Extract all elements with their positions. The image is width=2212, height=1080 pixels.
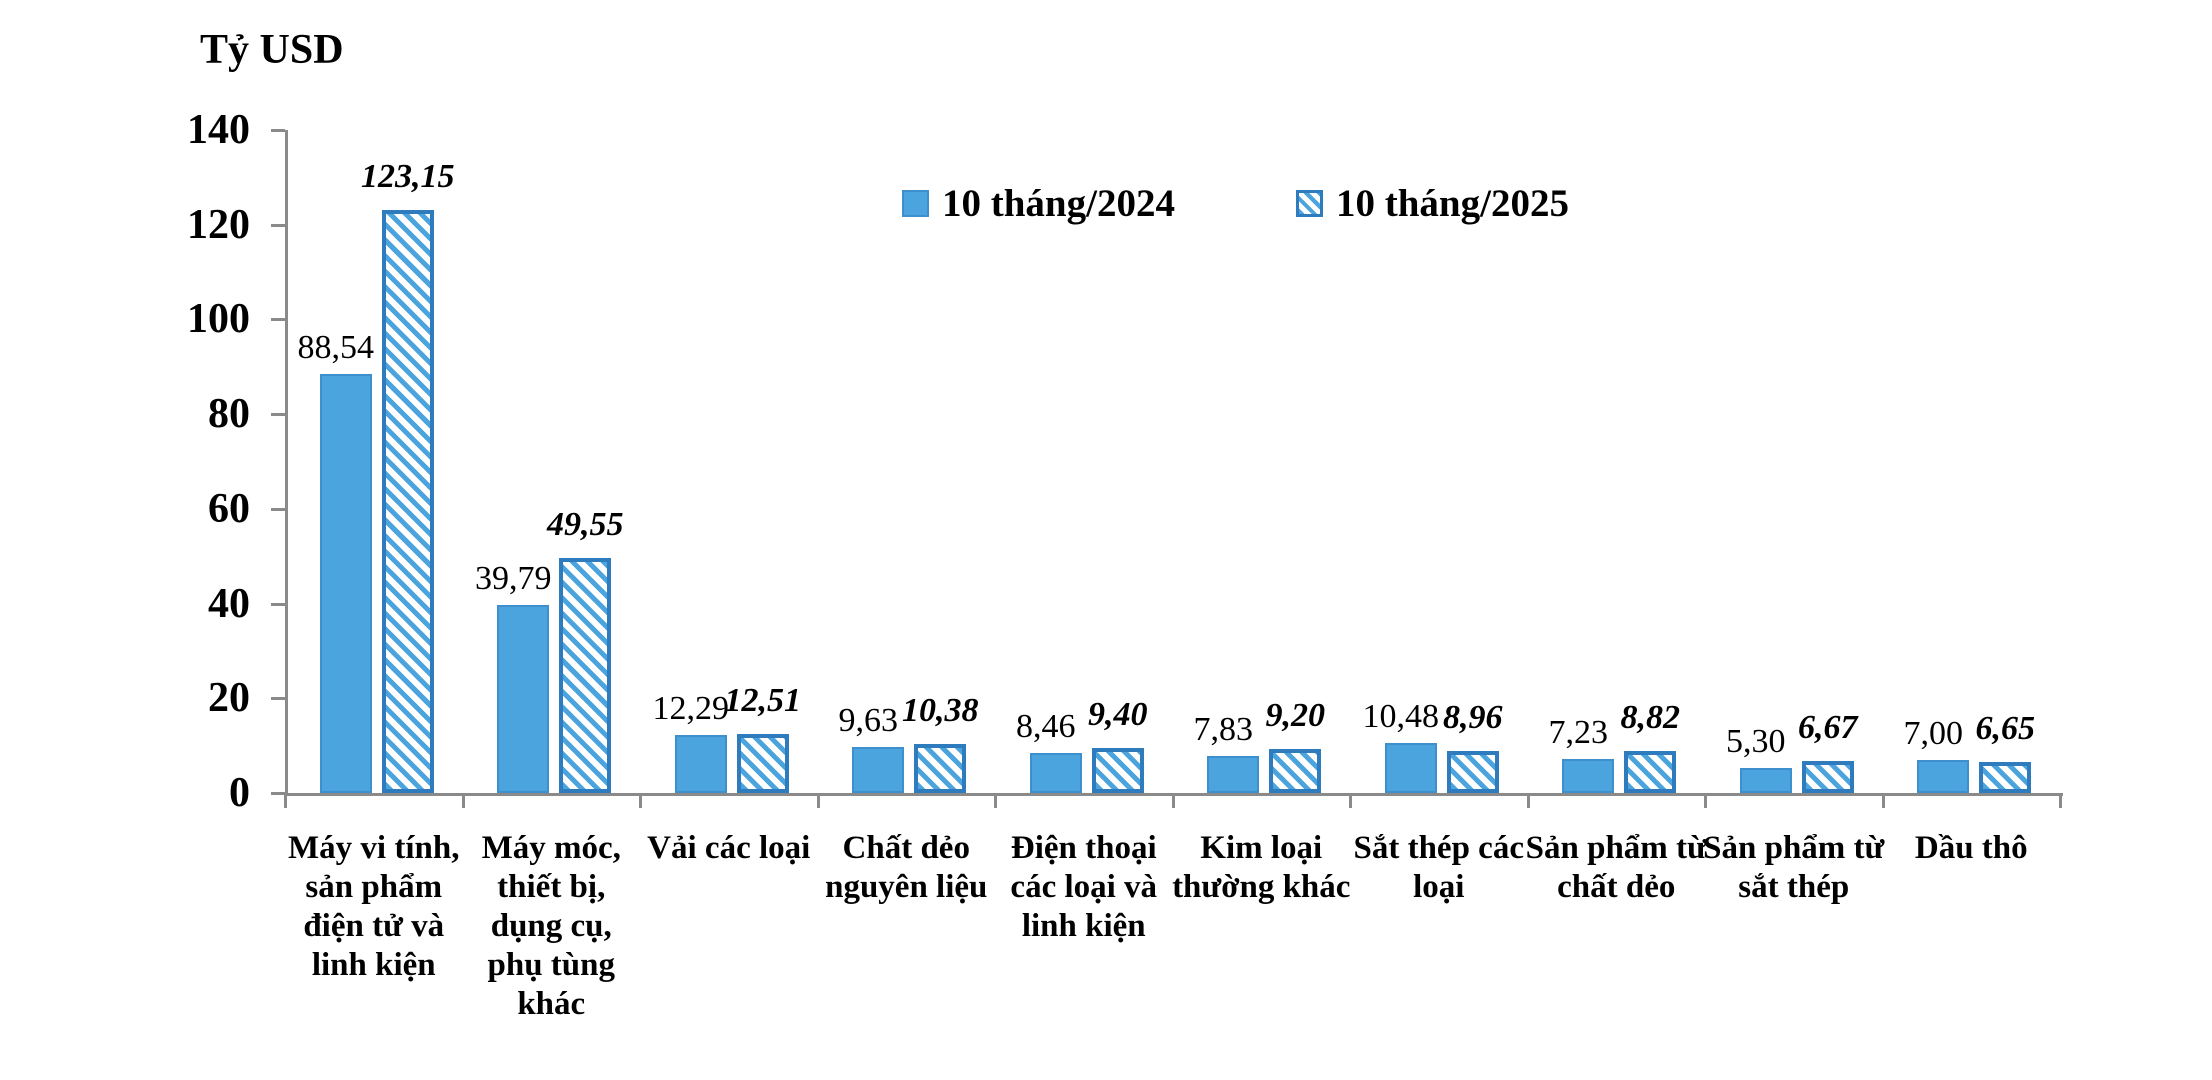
bar-2025 [559, 558, 612, 793]
y-tick-label: 120 [187, 201, 250, 248]
y-tick-label: 100 [187, 296, 250, 343]
legend-label-2025: 10 tháng/2025 [1336, 182, 1569, 225]
value-label-2025: 9,40 [1088, 696, 1148, 734]
category-label: Sản phẩm từ sắt thép [1703, 830, 1885, 905]
category-label: Điện thoại các loại và linh kiện [1010, 830, 1158, 944]
bar-2024 [1739, 767, 1792, 793]
y-tick-label: 80 [208, 391, 250, 438]
y-tick [271, 318, 285, 322]
bar-2024 [852, 747, 905, 793]
bar-2024 [1384, 743, 1437, 793]
bar-2024 [1562, 758, 1615, 793]
bar-2025 [1091, 748, 1144, 793]
legend-item-2024: 10 tháng/2024 [902, 184, 1175, 223]
y-tick [271, 223, 285, 227]
x-tick [461, 793, 465, 808]
category-label: Dầu thô [1914, 830, 2028, 866]
y-tick [271, 413, 285, 417]
bar-2025 [914, 743, 967, 793]
bar-2025 [1979, 761, 2032, 793]
value-label-2024: 5,30 [1726, 722, 1786, 760]
x-tick [994, 793, 997, 808]
x-tick [284, 793, 287, 808]
bar-2025 [1269, 749, 1322, 793]
bar-2025 [1624, 751, 1677, 793]
y-tick [271, 507, 285, 511]
y-tick [271, 697, 285, 701]
bar-2024 [1207, 755, 1260, 793]
x-tick [1349, 793, 1352, 808]
x-tick [816, 793, 820, 808]
bar-2024 [497, 604, 550, 793]
value-label-2025: 9,20 [1265, 697, 1326, 735]
value-label-2024: 10,48 [1362, 698, 1440, 736]
y-tick-label: 20 [208, 675, 250, 722]
x-tick [639, 793, 642, 808]
value-label-2024: 9,63 [838, 702, 899, 740]
plot-area: 88,54 123,15 39,79 49,55 12,29 12,51 9,63 10,38… [285, 130, 2063, 796]
value-label-2025: 6,65 [1975, 709, 2036, 747]
value-label-2025: 49,55 [547, 506, 624, 544]
category-label: Máy móc, thiết bị, dụng cụ, phụ tùng khá… [481, 830, 621, 1022]
x-tick [1171, 793, 1175, 808]
value-label-2024: 39,79 [475, 559, 552, 597]
value-label-2025: 123,15 [361, 157, 455, 195]
value-label-2025: 6,67 [1798, 709, 1858, 747]
category-label: Sắt thép các loại [1353, 830, 1524, 905]
value-label-2024: 7,83 [1193, 710, 1254, 748]
y-axis-unit-label: Tỷ USD [200, 27, 344, 73]
y-tick-label: 0 [229, 770, 250, 816]
y-tick-label: 40 [208, 580, 250, 627]
value-label-2024: 7,23 [1548, 713, 1609, 751]
category-label: Chất dẻo nguyên liệu [825, 830, 988, 905]
category-label: Máy vi tính, sản phẩm điện tử và linh ki… [288, 830, 460, 983]
bar-2024 [1029, 752, 1082, 793]
y-tick [271, 792, 285, 795]
bar-2024 [319, 373, 372, 793]
x-tick [1526, 793, 1530, 808]
category-label: Sản phẩm từ chất dẻo [1525, 830, 1707, 905]
value-label-2025: 12,51 [724, 681, 802, 719]
bar-2025 [1801, 761, 1854, 793]
category-label: Kim loại thường khác [1172, 830, 1351, 905]
y-tick-label: 140 [187, 107, 250, 153]
bar-2025 [381, 209, 434, 793]
value-label-2024: 7,00 [1903, 714, 1964, 752]
value-label-2025: 10,38 [902, 691, 979, 729]
y-tick [271, 129, 285, 132]
value-label-2024: 8,46 [1016, 707, 1076, 745]
legend-swatch-2025-hatched [1296, 190, 1323, 217]
legend-swatch-2024-solid [902, 190, 929, 217]
category-label: Vải các loại [647, 830, 811, 866]
value-label-2024: 12,29 [652, 689, 730, 727]
legend-item-2025: 10 tháng/2025 [1296, 184, 1569, 223]
x-tick [1704, 793, 1707, 808]
value-label-2024: 88,54 [297, 328, 375, 366]
y-tick [271, 602, 285, 606]
x-tick [2059, 793, 2062, 808]
legend-label-2024: 10 tháng/2024 [942, 182, 1175, 225]
value-label-2025: 8,82 [1620, 699, 1681, 737]
bar-2025 [736, 733, 789, 793]
bar-2024 [674, 734, 727, 793]
bar-2024 [1917, 759, 1970, 793]
x-tick [1881, 793, 1885, 808]
bar-2025 [1446, 750, 1499, 793]
y-tick-label: 60 [208, 485, 250, 532]
value-label-2025: 8,96 [1443, 698, 1503, 736]
